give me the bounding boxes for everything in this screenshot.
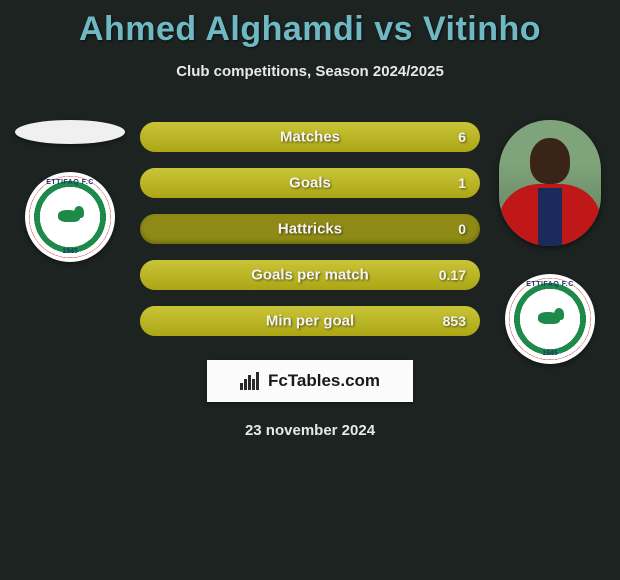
club-logo-inner	[48, 195, 92, 239]
club-logo-top-label: ETTIFAQ F.C	[526, 281, 574, 288]
right-player-column: ETTIFAQ F.C 1945	[485, 120, 615, 364]
stat-label: Min per goal	[266, 313, 354, 330]
stat-bar: Matches 6	[140, 122, 480, 152]
player1-club-logo: ETTIFAQ F.C 1945	[25, 172, 115, 262]
club-logo-top-label: ETTIFAQ F.C	[46, 179, 94, 186]
subtitle: Club competitions, Season 2024/2025	[0, 63, 620, 80]
stat-bar: Goals 1	[140, 168, 480, 198]
stat-value-right: 0	[458, 221, 466, 237]
stat-value-right: 0.17	[439, 267, 466, 283]
left-player-column: ETTIFAQ F.C 1945	[5, 120, 135, 262]
bar-chart-icon	[240, 372, 262, 390]
stat-label: Hattricks	[278, 221, 342, 238]
stat-label: Goals	[289, 175, 331, 192]
club-logo-bottom-label: 1945	[542, 350, 558, 357]
player2-photo	[499, 120, 601, 246]
stat-bar: Goals per match 0.17	[140, 260, 480, 290]
player2-club-logo: ETTIFAQ F.C 1945	[505, 274, 595, 364]
comparison-content: ETTIFAQ F.C 1945 ETTIFAQ F.C 1945 Matche…	[0, 120, 620, 439]
date-text: 23 november 2024	[0, 422, 620, 439]
stat-bar: Hattricks 0	[140, 214, 480, 244]
page-title: Ahmed Alghamdi vs Vitinho	[0, 0, 620, 49]
player1-photo	[15, 120, 125, 144]
horse-icon	[56, 206, 84, 228]
jersey-stripe	[538, 188, 562, 246]
stat-label: Goals per match	[251, 267, 369, 284]
stat-value-right: 853	[443, 313, 466, 329]
brand-box[interactable]: FcTables.com	[207, 360, 413, 402]
stat-value-right: 6	[458, 129, 466, 145]
club-logo-inner	[528, 297, 572, 341]
brand-text: FcTables.com	[268, 371, 380, 391]
stat-bars: Matches 6 Goals 1 Hattricks 0 Goals per match 0…	[140, 120, 480, 336]
stat-label: Matches	[280, 129, 340, 146]
stat-value-right: 1	[458, 175, 466, 191]
stat-bar: Min per goal 853	[140, 306, 480, 336]
head-shape	[530, 138, 570, 184]
horse-icon	[536, 308, 564, 330]
club-logo-bottom-label: 1945	[62, 248, 78, 255]
